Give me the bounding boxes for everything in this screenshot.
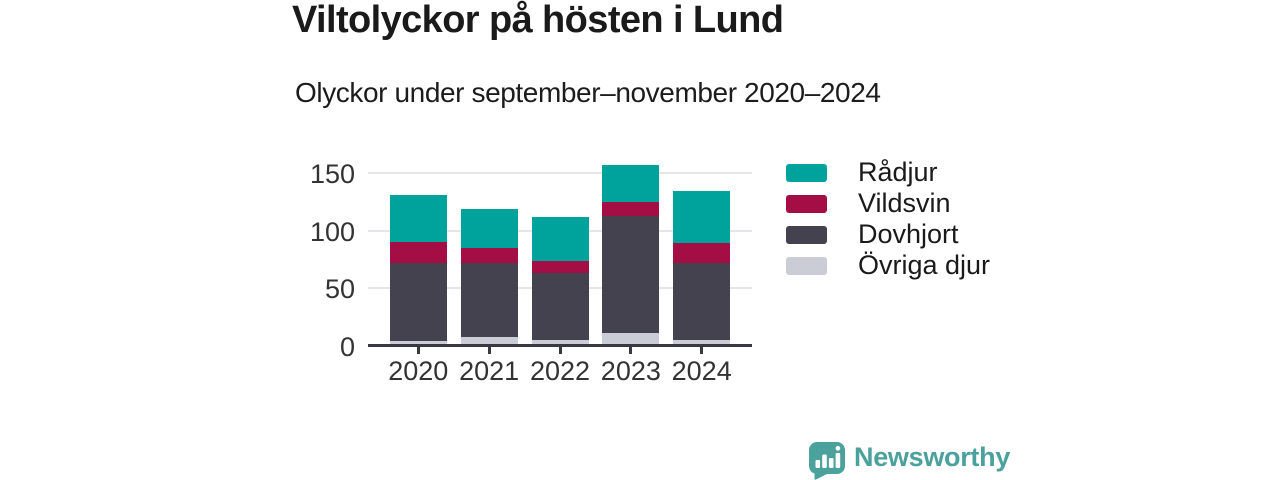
- bar-segment: [602, 165, 660, 203]
- bar-segment: [602, 202, 660, 216]
- bar-segment: [389, 195, 447, 243]
- legend-label: Övriga djur: [858, 250, 991, 280]
- bar-segment: [673, 190, 731, 244]
- chart-subtitle: Olyckor under september–november 2020–20…: [295, 77, 881, 108]
- legend-swatch: [786, 163, 827, 182]
- bar-segment: [460, 248, 518, 263]
- bar-segment: [460, 262, 518, 338]
- legend-swatch: [786, 225, 827, 244]
- x-axis-line: [368, 344, 752, 347]
- bar-segment: [460, 337, 518, 346]
- bar-segment: [673, 339, 731, 346]
- x-axis-tick: [416, 347, 420, 354]
- x-axis-label: 2020: [388, 356, 449, 386]
- bar-segment: [531, 217, 589, 261]
- legend-swatch: [786, 256, 827, 275]
- x-axis-label: 2022: [529, 356, 591, 386]
- newsworthy-logo-icon: [809, 441, 845, 480]
- bar-segment: [673, 262, 731, 340]
- y-axis-tick-label: 50: [324, 274, 355, 305]
- gridline: [368, 172, 752, 175]
- x-axis-label: 2021: [459, 356, 520, 386]
- newsworthy-wordmark: Newsworthy: [854, 441, 1011, 472]
- bar-segment: [389, 242, 447, 263]
- legend-swatch: [786, 194, 827, 213]
- y-axis-tick-label: 100: [309, 216, 355, 247]
- legend-label: Dovhjort: [858, 219, 959, 249]
- x-axis-tick: [629, 347, 633, 354]
- legend-item: Vildsvin: [786, 188, 951, 219]
- bar-segment: [673, 243, 731, 263]
- x-axis-label: 2024: [671, 356, 732, 386]
- y-axis-tick-label: 0: [339, 331, 355, 362]
- x-axis-tick: [558, 347, 562, 354]
- x-axis-label: 2023: [600, 356, 661, 386]
- bar-segment: [531, 273, 589, 340]
- newsworthy-branding: Newsworthy: [808, 440, 1010, 480]
- legend-item: Dovhjort: [786, 219, 959, 250]
- x-axis-tick: [487, 347, 491, 354]
- bar-segment: [389, 340, 447, 346]
- bar-segment: [531, 260, 589, 274]
- chart-title: Viltolyckor på hösten i Lund: [292, 0, 784, 41]
- bar-segment: [602, 215, 660, 333]
- y-axis-tick-label: 150: [309, 159, 355, 190]
- bar-segment: [531, 339, 589, 346]
- bar-segment: [460, 209, 518, 249]
- legend-item: Övriga djur: [786, 250, 990, 281]
- legend-label: Vildsvin: [858, 188, 951, 218]
- x-axis-tick: [700, 347, 704, 354]
- legend-item: Rådjur: [786, 157, 938, 188]
- legend-label: Rådjur: [858, 157, 938, 187]
- bar-segment: [389, 262, 447, 341]
- bar-segment: [602, 332, 660, 346]
